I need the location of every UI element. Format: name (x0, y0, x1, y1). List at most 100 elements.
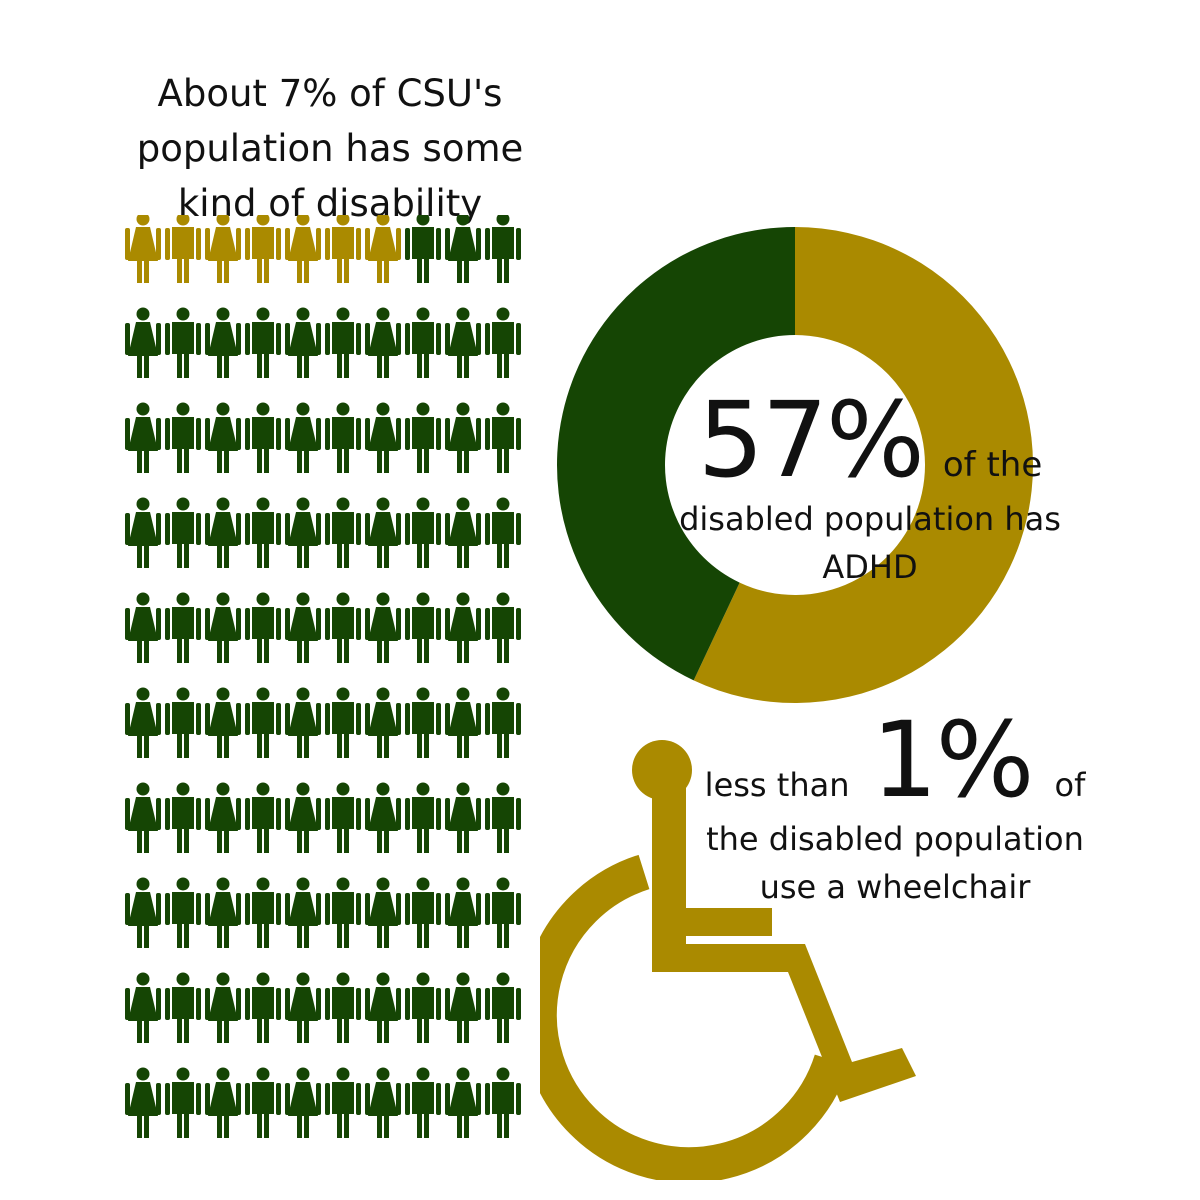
male-figure-icon (245, 972, 281, 1043)
wheelchair-caption-headline: less than 1% of (690, 705, 1100, 815)
male-figure-icon (245, 1067, 281, 1138)
male-figure-icon (325, 215, 361, 283)
female-figure-icon (285, 307, 321, 378)
female-figure-icon (445, 1067, 481, 1138)
female-figure-icon (125, 402, 161, 473)
male-figure-icon (485, 592, 521, 663)
female-figure-icon (365, 497, 401, 568)
adhd-suffix: of the (942, 445, 1043, 485)
female-figure-icon (125, 307, 161, 378)
female-figure-icon (365, 782, 401, 853)
female-figure-icon (365, 877, 401, 948)
female-figure-icon (205, 307, 241, 378)
female-figure-icon (365, 972, 401, 1043)
male-figure-icon (485, 215, 521, 283)
male-figure-icon (405, 1067, 441, 1138)
donut-caption-headline: 57% of the (660, 385, 1080, 495)
female-figure-icon (205, 782, 241, 853)
donut-slice-other (556, 227, 795, 681)
female-figure-icon (365, 215, 401, 283)
female-figure-icon (125, 1067, 161, 1138)
female-figure-icon (205, 215, 241, 283)
male-figure-icon (245, 307, 281, 378)
male-figure-icon (245, 592, 281, 663)
male-figure-icon (165, 402, 201, 473)
female-figure-icon (445, 592, 481, 663)
male-figure-icon (405, 687, 441, 758)
male-figure-icon (165, 497, 201, 568)
female-figure-icon (125, 877, 161, 948)
male-figure-icon (325, 877, 361, 948)
female-figure-icon (125, 215, 161, 283)
adhd-line-2: ADHD (822, 548, 918, 586)
male-figure-icon (405, 972, 441, 1043)
male-figure-icon (485, 402, 521, 473)
male-figure-icon (245, 402, 281, 473)
female-figure-icon (205, 877, 241, 948)
wheelchair-body (652, 780, 916, 1102)
female-figure-icon (205, 402, 241, 473)
male-figure-icon (485, 497, 521, 568)
wheelchair-suffix: of (1054, 766, 1086, 804)
wheelchair-wheel (540, 854, 850, 1180)
wheelchair-icon (540, 740, 916, 1180)
male-figure-icon (325, 687, 361, 758)
wheelchair-line-1: the disabled population (706, 820, 1084, 858)
female-figure-icon (285, 782, 321, 853)
headline: About 7% of CSU's population has some ki… (100, 66, 560, 231)
male-figure-icon (325, 307, 361, 378)
female-figure-icon (445, 402, 481, 473)
male-figure-icon (165, 782, 201, 853)
male-figure-icon (405, 782, 441, 853)
male-figure-icon (165, 972, 201, 1043)
male-figure-icon (485, 687, 521, 758)
female-figure-icon (365, 402, 401, 473)
wheelchair-shape (540, 740, 916, 1180)
male-figure-icon (405, 215, 441, 283)
male-figure-icon (325, 592, 361, 663)
male-figure-icon (245, 215, 281, 283)
wheelchair-line-2: use a wheelchair (759, 868, 1031, 906)
male-figure-icon (245, 877, 281, 948)
female-figure-icon (205, 1067, 241, 1138)
adhd-percent: 57% (697, 379, 925, 501)
male-figure-icon (485, 307, 521, 378)
male-figure-icon (325, 497, 361, 568)
wheelchair-percent: 1% (871, 699, 1034, 821)
female-figure-icon (365, 592, 401, 663)
donut-caption: 57% of the disabled population has ADHD (660, 385, 1080, 591)
female-figure-icon (445, 972, 481, 1043)
people-pictograph (125, 215, 521, 1138)
male-figure-icon (165, 877, 201, 948)
male-figure-icon (325, 782, 361, 853)
female-figure-icon (205, 497, 241, 568)
wheelchair-caption: less than 1% of the disabled population us… (690, 705, 1100, 911)
female-figure-icon (285, 215, 321, 283)
wheelchair-prefix: less than (704, 766, 850, 804)
male-figure-icon (245, 497, 281, 568)
male-figure-icon (165, 687, 201, 758)
female-figure-icon (445, 497, 481, 568)
male-figure-icon (165, 592, 201, 663)
female-figure-icon (285, 687, 321, 758)
female-figure-icon (285, 1067, 321, 1138)
headline-line-1: About 7% of CSU's (157, 72, 503, 115)
female-figure-icon (445, 687, 481, 758)
female-figure-icon (125, 782, 161, 853)
male-figure-icon (485, 877, 521, 948)
male-figure-icon (405, 592, 441, 663)
donut-slice-adhd (693, 227, 1033, 703)
female-figure-icon (445, 782, 481, 853)
male-figure-icon (165, 307, 201, 378)
male-figure-icon (245, 687, 281, 758)
female-figure-icon (285, 972, 321, 1043)
male-figure-icon (485, 972, 521, 1043)
male-figure-icon (405, 497, 441, 568)
female-figure-icon (285, 592, 321, 663)
male-figure-icon (325, 1067, 361, 1138)
male-figure-icon (325, 402, 361, 473)
male-figure-icon (245, 782, 281, 853)
headline-line-2: population has some (136, 127, 524, 170)
female-figure-icon (285, 497, 321, 568)
female-figure-icon (285, 402, 321, 473)
